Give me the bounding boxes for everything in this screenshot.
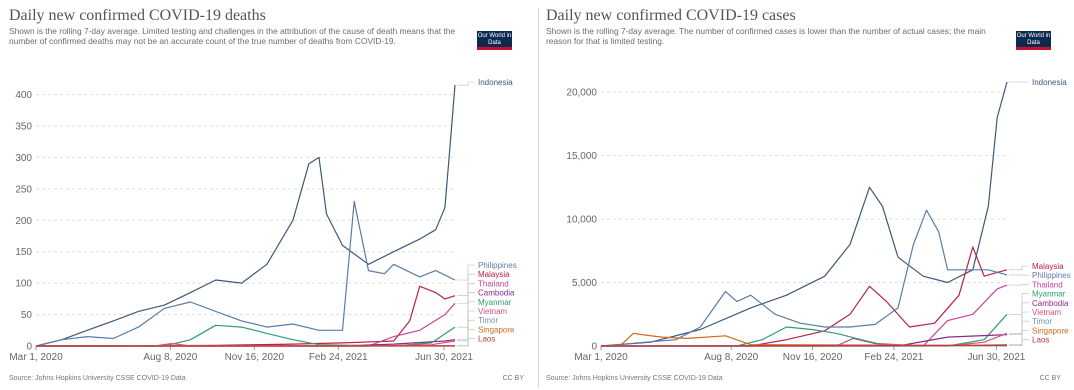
series-line-myanmar[interactable] (36, 324, 456, 347)
owid-logo[interactable]: Our World in Data (477, 31, 512, 50)
source-note[interactable]: Source: Johns Hopkins University CSSE CO… (546, 375, 723, 382)
chart-title: Daily new confirmed COVID-19 deaths (9, 7, 266, 24)
series-line-philippines[interactable] (35, 200, 456, 347)
legend-connector (457, 81, 475, 86)
series-line-indonesia[interactable] (35, 85, 456, 347)
y-tick-label: 15,000 (566, 151, 597, 162)
y-tick-label: 400 (15, 90, 32, 101)
legend-label-timor[interactable]: Timor (478, 316, 498, 325)
y-tick-label: 50 (21, 310, 33, 321)
y-tick-label: 20,000 (566, 88, 597, 99)
legend-label-malaysia[interactable]: Malaysia (478, 270, 510, 279)
y-tick-label: 0 (26, 342, 32, 353)
legend-connector (1009, 293, 1029, 315)
series-line-singapore[interactable] (600, 332, 1008, 347)
legend-label-laos[interactable]: Laos (478, 335, 495, 344)
series-line-laos[interactable] (600, 344, 1008, 347)
chart-subtitle: Shown is the rolling 7-day average. The … (546, 26, 986, 46)
y-tick-label: 5,000 (572, 278, 597, 289)
owid-logo[interactable]: Our World in Data (1016, 31, 1051, 50)
license-label[interactable]: CC BY (502, 375, 524, 382)
series-line-indonesia[interactable] (600, 81, 1008, 347)
legend-label-singapore[interactable]: Singapore (1032, 326, 1069, 335)
legend-connector (457, 310, 475, 342)
series-line-philippines[interactable] (600, 209, 1008, 347)
legend-label-cambodia[interactable]: Cambodia (478, 289, 515, 298)
legend-label-indonesia[interactable]: Indonesia (1032, 78, 1067, 87)
deaths-chart-panel: Daily new confirmed COVID-19 deaths Show… (9, 7, 524, 382)
legend-connector (457, 292, 475, 341)
legend-connector (457, 338, 475, 347)
legend-connector (1009, 339, 1029, 346)
x-tick-label: Feb 24, 2021 (864, 352, 923, 363)
legend-label-indonesia[interactable]: Indonesia (478, 78, 513, 87)
legend-label-singapore[interactable]: Singapore (478, 325, 515, 334)
x-tick-label: Jun 30, 2021 (415, 352, 473, 363)
y-tick-label: 350 (15, 122, 32, 133)
license-label[interactable]: CC BY (1039, 375, 1061, 382)
legend-label-thailand[interactable]: Thailand (478, 279, 509, 288)
legend-connector (457, 319, 475, 347)
x-tick-label: Nov 16, 2020 (783, 352, 843, 363)
y-tick-label: 100 (15, 279, 32, 290)
legend-connector (1009, 320, 1029, 346)
cases-line-chart: 0 5,000 10,000 15,000 20,000 Mar 1, 2020 Aug 8… (566, 78, 1071, 363)
y-tick-label: 150 (15, 247, 32, 258)
legend-label-malaysia[interactable]: Malaysia (1032, 262, 1064, 271)
legend-label-philippines[interactable]: Philippines (1032, 271, 1071, 280)
legend-connector (457, 301, 475, 328)
panel-divider (538, 8, 539, 388)
legend-label-timor[interactable]: Timor (1032, 317, 1052, 326)
legend-connector (1009, 302, 1029, 335)
legend-connector (457, 283, 475, 304)
y-tick-label: 0 (591, 342, 597, 353)
x-tick-label: Aug 8, 2020 (143, 352, 197, 363)
legend-label-cambodia[interactable]: Cambodia (1032, 299, 1069, 308)
series-line-myanmar[interactable] (601, 313, 1008, 347)
cases-chart-panel: Daily new confirmed COVID-19 cases Shown… (537, 0, 1074, 390)
series-line-thailand[interactable] (36, 302, 456, 347)
y-tick-label: 200 (15, 216, 32, 227)
legend-connector (1009, 330, 1029, 346)
chart-subtitle: Shown is the rolling 7-day average. Limi… (9, 26, 456, 46)
legend-connector (457, 264, 475, 281)
x-tick-label: Mar 1, 2020 (574, 352, 628, 363)
x-tick-label: Aug 8, 2020 (704, 352, 758, 363)
chart-title: Daily new confirmed COVID-19 cases (546, 7, 796, 24)
legend-label-vietnam[interactable]: Vietnam (478, 307, 508, 316)
legend-connector (1009, 265, 1029, 271)
x-tick-label: Nov 16, 2020 (225, 352, 285, 363)
legend-label-philippines[interactable]: Philippines (478, 261, 517, 270)
legend-label-laos[interactable]: Laos (1032, 336, 1049, 345)
y-tick-label: 10,000 (566, 215, 597, 226)
y-tick-label: 300 (15, 153, 32, 164)
legend-label-thailand[interactable]: Thailand (1032, 280, 1063, 289)
x-tick-label: Feb 24, 2021 (309, 352, 368, 363)
x-tick-label: Jun 30, 2021 (968, 352, 1026, 363)
legend-label-myanmar[interactable]: Myanmar (1032, 290, 1066, 299)
legend-label-vietnam[interactable]: Vietnam (1032, 308, 1062, 317)
legend-connector (1009, 284, 1029, 286)
source-note[interactable]: Source: Johns Hopkins University CSSE CO… (9, 375, 186, 382)
deaths-line-chart: 0 50 100 150 200 250 300 350 400 Mar 1, 2020 Aug 8… (9, 78, 517, 363)
series-line-malaysia[interactable] (601, 246, 1008, 347)
x-tick-label: Mar 1, 2020 (9, 352, 63, 363)
legend-connector (457, 329, 475, 346)
legend-label-myanmar[interactable]: Myanmar (478, 298, 512, 307)
y-tick-label: 250 (15, 184, 32, 195)
